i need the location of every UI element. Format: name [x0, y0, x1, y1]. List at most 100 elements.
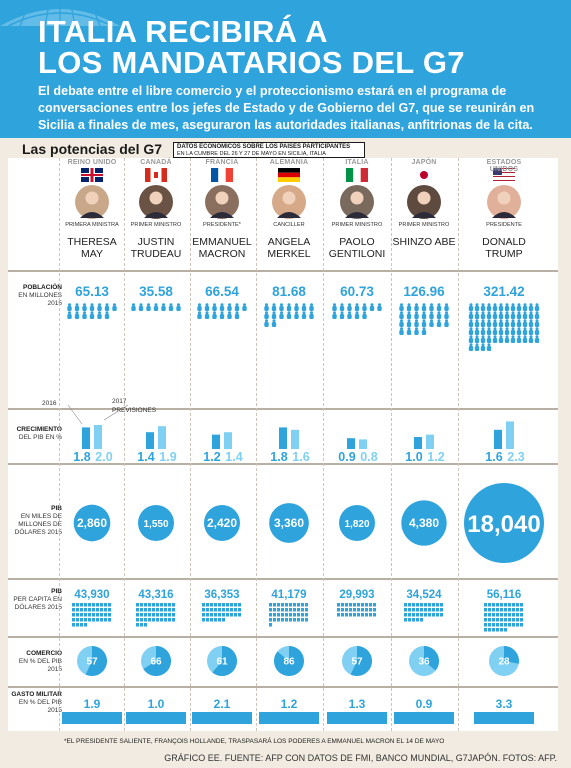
person-icon-head [499, 311, 503, 315]
growth-label-2016: 1.6 [485, 450, 502, 464]
country-name: REINO UNIDO [67, 159, 117, 166]
coin-icon [168, 613, 171, 617]
coin-icon [436, 603, 439, 607]
person-icon-head [493, 327, 497, 331]
column-divider [323, 158, 324, 731]
column-divider [458, 158, 459, 731]
person-icon-head [493, 335, 497, 339]
coin-icon [136, 618, 139, 622]
person-icon [369, 306, 375, 311]
coin-icon [144, 613, 147, 617]
person-icon-head [68, 311, 71, 315]
flag-icon [145, 168, 167, 182]
growth-bar-2016 [347, 438, 355, 449]
coin-icon [206, 608, 209, 612]
gdp-pc-value: 34,524 [406, 589, 442, 601]
person-icon [67, 314, 72, 319]
coin-icon [369, 603, 372, 607]
leader-role: CANCILLER [273, 222, 305, 228]
person-icon [138, 306, 144, 311]
coin-icon [508, 608, 511, 612]
person-icon-head [407, 319, 411, 323]
person-icon [528, 314, 534, 319]
person-icon-head [400, 327, 403, 331]
person-icon [516, 338, 522, 343]
g7-comparison-table: POBLACIÓN EN MILLONES 2015 CRECIMIENTO DEL… [8, 158, 558, 731]
coin-icon [148, 608, 151, 612]
person-icon-head [407, 311, 411, 315]
coin-icon [269, 608, 272, 612]
person-icon [264, 314, 269, 319]
person-icon-head [272, 303, 276, 307]
coin-icon [76, 603, 79, 607]
trade-pie-slice [273, 646, 304, 676]
coin-icon [500, 618, 503, 622]
coin-icon [500, 608, 503, 612]
coin-icon [504, 618, 507, 622]
coin-icon [349, 608, 352, 612]
row-label-growth: CRECIMIENTO DEL PIB EN % [16, 426, 62, 441]
person-icon-head [422, 311, 426, 315]
person-icon-head [505, 335, 509, 339]
person-icon [197, 314, 202, 319]
coin-icon [301, 608, 304, 612]
coin-icon [357, 608, 360, 612]
coin-icon [92, 608, 95, 612]
coin-icon [416, 618, 419, 622]
coin-icon [424, 603, 427, 607]
coin-icon [277, 613, 280, 617]
footnote: *EL PRESIDENTE SALIENTE, FRANÇOIS HOLLAN… [64, 738, 445, 745]
coin-icon [357, 613, 360, 617]
coin-icon [152, 618, 155, 622]
coin-icon [484, 618, 487, 622]
person-icon-head [535, 319, 539, 323]
gdp-circle [339, 505, 375, 541]
coin-icon [218, 608, 221, 612]
coin-icon [516, 613, 519, 617]
coin-icon [172, 608, 175, 612]
coin-icon [500, 628, 503, 632]
coin-icon [108, 608, 111, 612]
header-banner: ITALIA RECIBIRÁ A LOS MANDATARIOS DEL G7… [0, 0, 571, 138]
coin-icon [337, 608, 340, 612]
coin-icon [512, 618, 515, 622]
coin-icon [492, 613, 495, 617]
person-icon [414, 306, 419, 311]
gdp-value: 2,420 [207, 516, 237, 530]
leader-face [85, 191, 99, 205]
coin-icon [504, 613, 507, 617]
row-divider-growth [8, 408, 558, 410]
coin-icon [373, 608, 376, 612]
person-icon [516, 322, 522, 327]
person-icon-head [415, 327, 418, 331]
person-icon-head [198, 311, 201, 315]
gdp-value: 2,860 [77, 516, 107, 530]
coin-icon [365, 613, 368, 617]
coin-icon [508, 613, 511, 617]
coin-icon [293, 608, 296, 612]
coin-icon [210, 608, 213, 612]
person-icon [74, 314, 80, 319]
coin-icon [160, 618, 163, 622]
coin-icon [226, 608, 229, 612]
military-bar [126, 712, 186, 724]
coin-icon [164, 608, 167, 612]
person-icon-head [177, 303, 180, 307]
coin-icon [404, 618, 407, 622]
source-credit: GRÁFICO EE. FUENTE: AFP CON DATOS DE FMI… [164, 753, 557, 763]
globe-icon [0, 0, 120, 26]
person-icon [161, 306, 166, 311]
person-icon [104, 306, 110, 311]
person-icon-head [400, 319, 403, 323]
person-icon-head [220, 311, 224, 315]
coin-icon [269, 613, 272, 617]
person-icon-head [511, 319, 515, 323]
coin-icon [297, 618, 300, 622]
flag-icon [278, 168, 300, 182]
person-icon-head [469, 311, 473, 315]
coin-icon [108, 603, 111, 607]
coin-icon [520, 613, 523, 617]
growth-label-2016: 1.8 [73, 450, 90, 464]
person-icon-head [295, 311, 298, 315]
person-icon-head [228, 303, 231, 307]
